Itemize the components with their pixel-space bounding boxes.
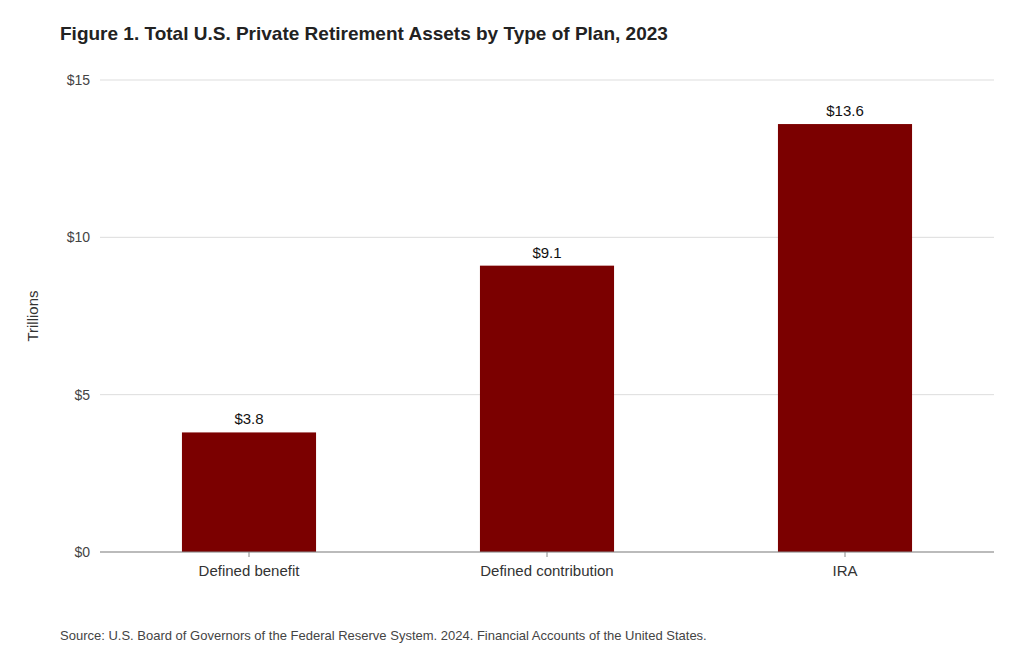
chart: Figure 1. Total U.S. Private Retirement … — [0, 0, 1024, 662]
x-tick-label: Defined contribution — [480, 562, 613, 579]
x-tick-label: Defined benefit — [199, 562, 301, 579]
annotation: Source: U.S. Board of Governors of the F… — [60, 628, 707, 643]
y-tick-label: $10 — [67, 229, 91, 245]
grid-line — [100, 80, 994, 81]
y-tick-label: $15 — [67, 72, 91, 88]
bar — [480, 266, 614, 552]
chart-container: Figure 1. Total U.S. Private Retirement … — [0, 0, 1024, 662]
y-axis-label: Trillions — [24, 290, 41, 341]
bar — [182, 432, 316, 552]
y-tick-label: $5 — [74, 387, 90, 403]
data-label: $3.8 — [234, 410, 263, 427]
data-label: $9.1 — [532, 244, 561, 261]
y-tick-label: $0 — [74, 544, 90, 560]
bar — [778, 124, 912, 552]
title: Figure 1. Total U.S. Private Retirement … — [60, 23, 668, 44]
x-tick — [547, 552, 548, 557]
x-tick — [249, 552, 250, 557]
x-tick — [845, 552, 846, 557]
data-label: $13.6 — [826, 102, 864, 119]
bars — [182, 124, 912, 552]
grid — [100, 80, 994, 552]
x-tick-label: IRA — [832, 562, 857, 579]
